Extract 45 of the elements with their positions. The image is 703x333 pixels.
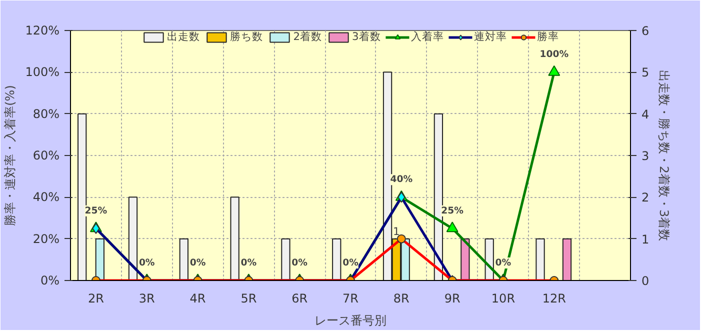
y-tick-label: 40% — [32, 190, 60, 204]
y-tick-label: 80% — [32, 106, 60, 121]
x-tick-label: 7R — [342, 292, 358, 306]
legend-label: 勝ち数 — [230, 30, 264, 44]
y2-tick-label: 4 — [642, 107, 650, 122]
legend-label: 3着数 — [352, 30, 381, 44]
x-tick-label: 8R — [393, 292, 410, 306]
y2-axis-title: 出走数・勝ち数・2着数・3着数 — [657, 70, 672, 242]
x-tick-label: 3R — [138, 292, 155, 306]
legend-label: 勝率 — [536, 30, 559, 44]
data-label: 25% — [84, 205, 108, 216]
data-label: 40% — [390, 174, 414, 186]
y2-tick-label: 0 — [642, 274, 650, 288]
data-label: 0% — [495, 258, 512, 268]
data-label: 0% — [190, 258, 206, 268]
y-tick-label: 0% — [40, 274, 60, 288]
y2-tick-label: 5 — [642, 66, 650, 80]
data-label: 25% — [441, 205, 464, 216]
data-label: 100% — [540, 49, 570, 60]
data-label: 0% — [138, 258, 156, 268]
x-tick-label: 4R — [190, 292, 206, 306]
x-axis-title: レース番号別 — [314, 314, 386, 328]
legend-label: 2着数 — [293, 30, 322, 44]
data-label: 0% — [240, 258, 258, 268]
legend-label: 連対率 — [474, 30, 507, 44]
x-tick-label: 5R — [240, 292, 257, 306]
x-tick-label: 2R — [88, 292, 104, 306]
x-tick-label: 12R — [542, 292, 566, 306]
y-tick-label: 120% — [25, 24, 60, 38]
data-label: 0% — [292, 258, 308, 268]
y2-tick-label: 2 — [642, 190, 650, 205]
y-tick-label: 60% — [32, 148, 60, 162]
data-label: 1 — [393, 224, 400, 238]
legend-label: 入着率 — [410, 30, 444, 44]
x-tick-label: 10R — [491, 292, 516, 306]
y-tick-label: 20% — [32, 232, 60, 246]
y-tick-label: 100% — [25, 65, 60, 80]
y2-tick-label: 1 — [642, 232, 650, 246]
x-tick-label: 6R — [292, 292, 308, 306]
y-axis-title: 勝率・連対率・入着率(%) — [3, 85, 18, 226]
y2-tick-label: 6 — [642, 24, 650, 38]
legend-label: 出走数 — [167, 30, 200, 44]
y2-tick-label: 3 — [642, 149, 650, 163]
data-label: 0% — [342, 258, 360, 268]
x-tick-label: 9R — [444, 292, 460, 306]
